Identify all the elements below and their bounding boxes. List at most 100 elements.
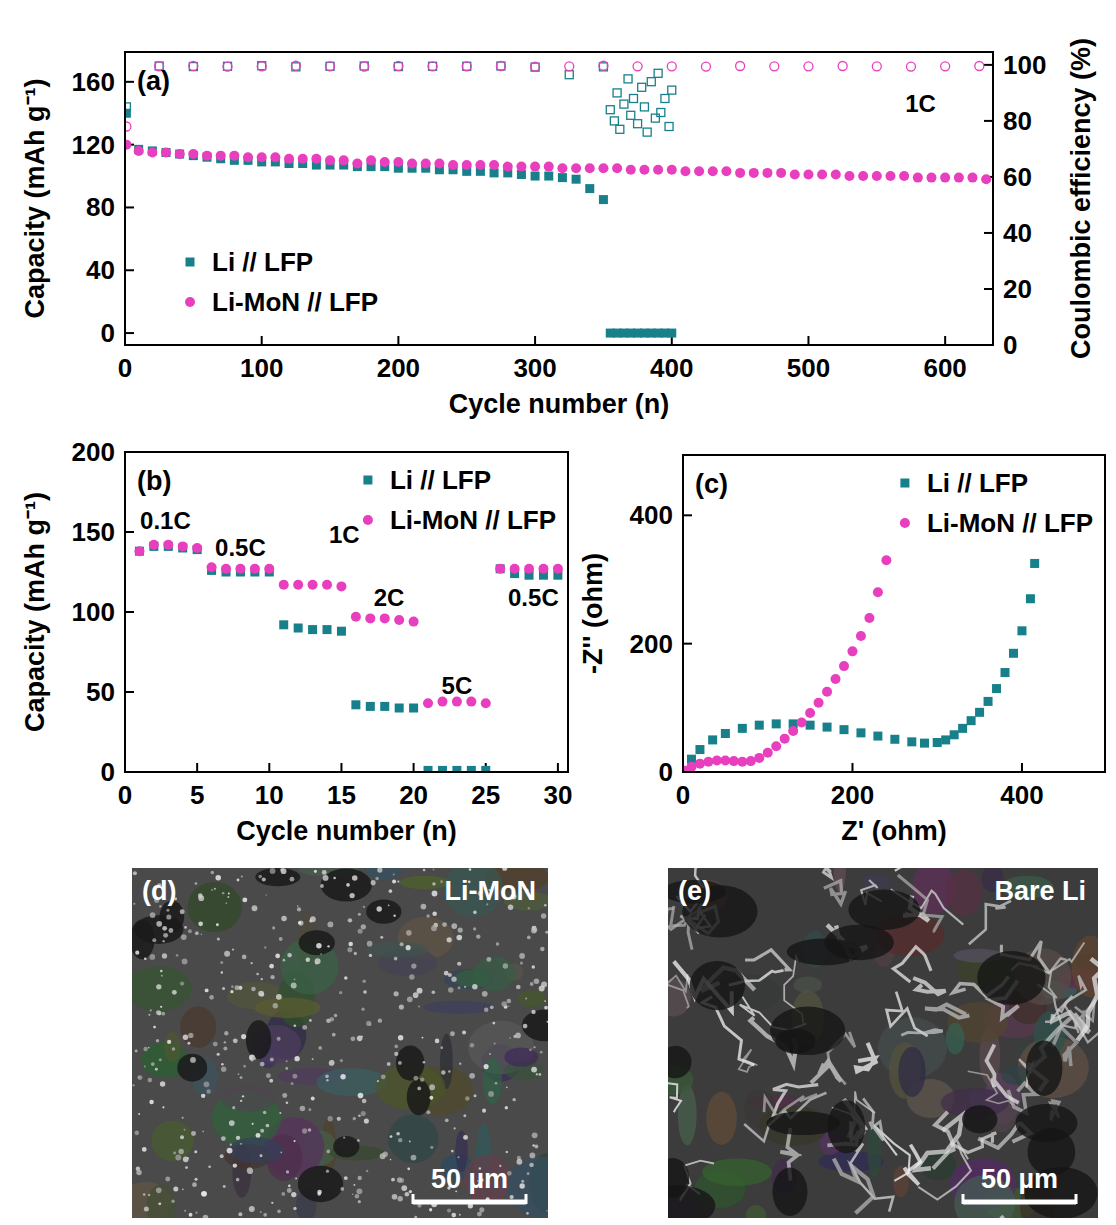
sem-grain xyxy=(253,1057,257,1061)
sem-grain xyxy=(456,935,462,941)
data-point xyxy=(847,646,857,656)
sem-grain xyxy=(531,928,536,933)
data-marks xyxy=(125,61,991,337)
data-point xyxy=(797,718,807,728)
sem-grain xyxy=(397,1196,402,1201)
sem-ridge xyxy=(933,1112,954,1169)
sem-grain xyxy=(240,1143,242,1145)
y2-tick xyxy=(984,288,993,290)
data-point xyxy=(606,106,614,114)
sem-grain xyxy=(392,1194,398,1200)
sem-grain xyxy=(291,1192,296,1197)
series xyxy=(135,542,562,772)
data-point xyxy=(380,157,390,167)
y2-tick xyxy=(984,232,993,234)
sem-ridge xyxy=(1077,959,1098,1041)
sem-texture xyxy=(517,990,547,1007)
data-point xyxy=(804,62,813,71)
sem-grain xyxy=(378,1018,382,1022)
sem-grain xyxy=(247,1167,253,1173)
sem-grain xyxy=(228,893,230,895)
sem-grain xyxy=(397,1177,402,1182)
sem-grain xyxy=(148,1014,150,1016)
sem-grain xyxy=(184,1129,186,1131)
sem-ridge xyxy=(814,868,833,878)
sem-ridge xyxy=(950,1133,996,1153)
data-point xyxy=(503,162,513,172)
sem-grain xyxy=(433,869,435,871)
x-tick-label: 600 xyxy=(923,353,966,383)
sem-pore xyxy=(772,1168,807,1216)
x-tick-label: 20 xyxy=(399,780,428,810)
sem-grain xyxy=(369,954,372,957)
sem-grain xyxy=(381,1074,386,1079)
sem-texture xyxy=(187,882,241,932)
sem-grain xyxy=(398,1035,403,1040)
sem-grain xyxy=(132,1084,134,1086)
data-point xyxy=(954,173,964,183)
data-point xyxy=(250,564,260,574)
sem-grain xyxy=(198,893,203,898)
sem-grain xyxy=(265,894,267,896)
annotation: 0.5C xyxy=(215,534,266,561)
data-point xyxy=(337,627,346,636)
sem-grain xyxy=(362,979,366,983)
y-tick-label: 400 xyxy=(630,500,673,530)
panel-label: (a) xyxy=(137,66,170,96)
x-tick-label: 200 xyxy=(377,353,420,383)
data-point xyxy=(380,613,390,623)
sem-grain xyxy=(214,888,216,890)
sem-grain xyxy=(220,1154,224,1158)
sem-grain xyxy=(387,1062,391,1066)
data-point xyxy=(585,163,595,173)
sem-grain xyxy=(167,1040,171,1044)
sem-grain xyxy=(252,1123,254,1125)
sem-texture xyxy=(132,966,192,1011)
data-point xyxy=(531,62,540,71)
data-point xyxy=(279,580,289,590)
sem-ridge xyxy=(901,1030,943,1035)
sem-grain xyxy=(260,1062,265,1067)
sem-grain xyxy=(405,1192,410,1197)
sem-grain xyxy=(325,1075,329,1079)
sem-grain xyxy=(171,1199,174,1202)
sem-grain xyxy=(182,1188,184,1190)
sem-grain xyxy=(482,991,488,997)
sem-grain xyxy=(232,948,234,950)
data-point xyxy=(510,564,520,574)
x-tick xyxy=(340,763,342,772)
sem-grain xyxy=(180,1135,184,1139)
sem-grain xyxy=(423,1061,426,1064)
sem-grain xyxy=(233,1163,237,1167)
sem-grain xyxy=(329,1060,334,1065)
x-tick-label: 400 xyxy=(650,353,693,383)
sem-grain xyxy=(429,1084,435,1090)
sem-grain xyxy=(160,1006,162,1008)
sem-grain xyxy=(316,943,322,949)
sem-grain xyxy=(203,1215,209,1218)
sem-grain xyxy=(442,922,447,927)
sem-grain xyxy=(470,1043,474,1047)
sem-grain xyxy=(495,1082,498,1085)
sem-grain xyxy=(479,1207,484,1212)
data-point xyxy=(264,564,274,574)
sem-grain xyxy=(188,1033,193,1038)
sem-grain xyxy=(223,1185,226,1188)
data-point xyxy=(823,723,832,732)
sem-grain xyxy=(298,920,303,925)
sem-grain xyxy=(473,911,477,915)
data-point xyxy=(640,103,648,111)
sem-grain xyxy=(286,1170,289,1173)
sem-grain xyxy=(156,1188,162,1194)
sem-grain xyxy=(348,918,352,922)
y-tick xyxy=(125,269,134,271)
sem-grain xyxy=(292,1074,297,1079)
sem-texture xyxy=(483,1058,502,1105)
data-point xyxy=(270,152,280,162)
sem-grain xyxy=(249,1206,255,1212)
sem-grain xyxy=(496,942,500,946)
sem-grain xyxy=(322,870,327,875)
sem-pore xyxy=(255,868,300,886)
sem-grain xyxy=(364,1118,369,1123)
data-point xyxy=(326,62,335,71)
